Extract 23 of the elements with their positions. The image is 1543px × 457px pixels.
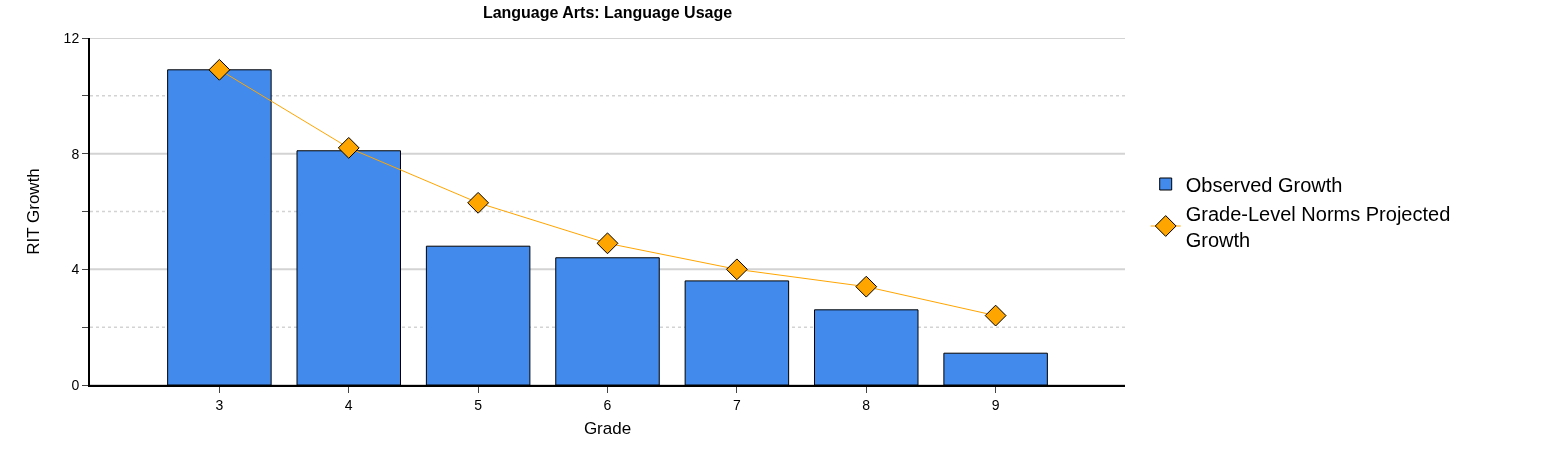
point bbox=[596, 232, 619, 255]
x-tick-label: 5 bbox=[474, 396, 483, 413]
x-axis-title: Grade bbox=[583, 418, 632, 438]
y-tick-label: 8 bbox=[71, 145, 80, 162]
legend-label: Grade-Level Norms Projected Growth bbox=[1185, 202, 1451, 251]
y-tick-label: 4 bbox=[71, 261, 80, 278]
x-tick-label: 6 bbox=[603, 396, 612, 413]
point bbox=[855, 275, 878, 298]
x-tick-label: 7 bbox=[732, 396, 741, 413]
x-tick-label: 4 bbox=[344, 396, 353, 413]
point bbox=[984, 304, 1007, 327]
x-tick-label: 8 bbox=[862, 396, 871, 413]
legend-label: Observed Growth bbox=[1185, 173, 1343, 196]
x-tick-label: 9 bbox=[991, 396, 1000, 413]
chart-title: Language Arts: Language Usage bbox=[482, 4, 733, 22]
point bbox=[208, 58, 231, 81]
x-tick-label: 3 bbox=[215, 396, 224, 413]
point bbox=[467, 191, 490, 214]
y-tick-label: 12 bbox=[63, 29, 80, 46]
point bbox=[725, 258, 748, 281]
y-axis-title: RIT Growth bbox=[23, 168, 43, 255]
y-tick-label: 0 bbox=[71, 376, 80, 393]
point bbox=[337, 136, 360, 159]
